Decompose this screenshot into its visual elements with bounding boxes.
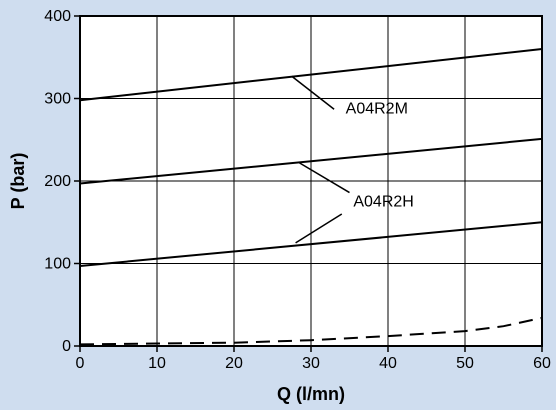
- annotation-pointer: [299, 162, 350, 194]
- y-tick-label: 400: [44, 8, 71, 25]
- y-tick-label: 300: [44, 91, 71, 108]
- series-line-1: [79, 48, 543, 102]
- annotation-pointer: [295, 213, 343, 244]
- x-tick-label: 0: [76, 355, 85, 372]
- y-tick-label: 0: [62, 338, 71, 355]
- y-tick-label: 200: [44, 173, 71, 190]
- x-axis-title: Q (l/mn): [277, 384, 345, 404]
- x-tick-label: 60: [533, 355, 551, 372]
- x-tick-label: 20: [225, 355, 243, 372]
- series-line-2: [79, 137, 543, 185]
- annotations: A04R2M A04R2H: [291, 75, 414, 244]
- annotation-label: A04R2M: [346, 100, 408, 117]
- x-tick-label: 30: [302, 355, 320, 372]
- grid: [80, 16, 542, 346]
- series-line-4: [79, 316, 543, 346]
- x-axis-ticks: 0 10 20 30 40 50 60: [76, 346, 551, 372]
- x-tick-label: 40: [379, 355, 397, 372]
- y-axis-title: P (bar): [8, 153, 28, 210]
- y-axis-ticks: 0 100 200 300 400: [44, 8, 80, 355]
- series-line-3: [79, 221, 543, 267]
- annotation-pointer: [291, 75, 335, 110]
- x-tick-label: 50: [456, 355, 474, 372]
- x-tick-label: 10: [148, 355, 166, 372]
- series-group: [79, 48, 543, 346]
- annotation-label: A04R2H: [353, 194, 413, 211]
- y-tick-label: 100: [44, 256, 71, 273]
